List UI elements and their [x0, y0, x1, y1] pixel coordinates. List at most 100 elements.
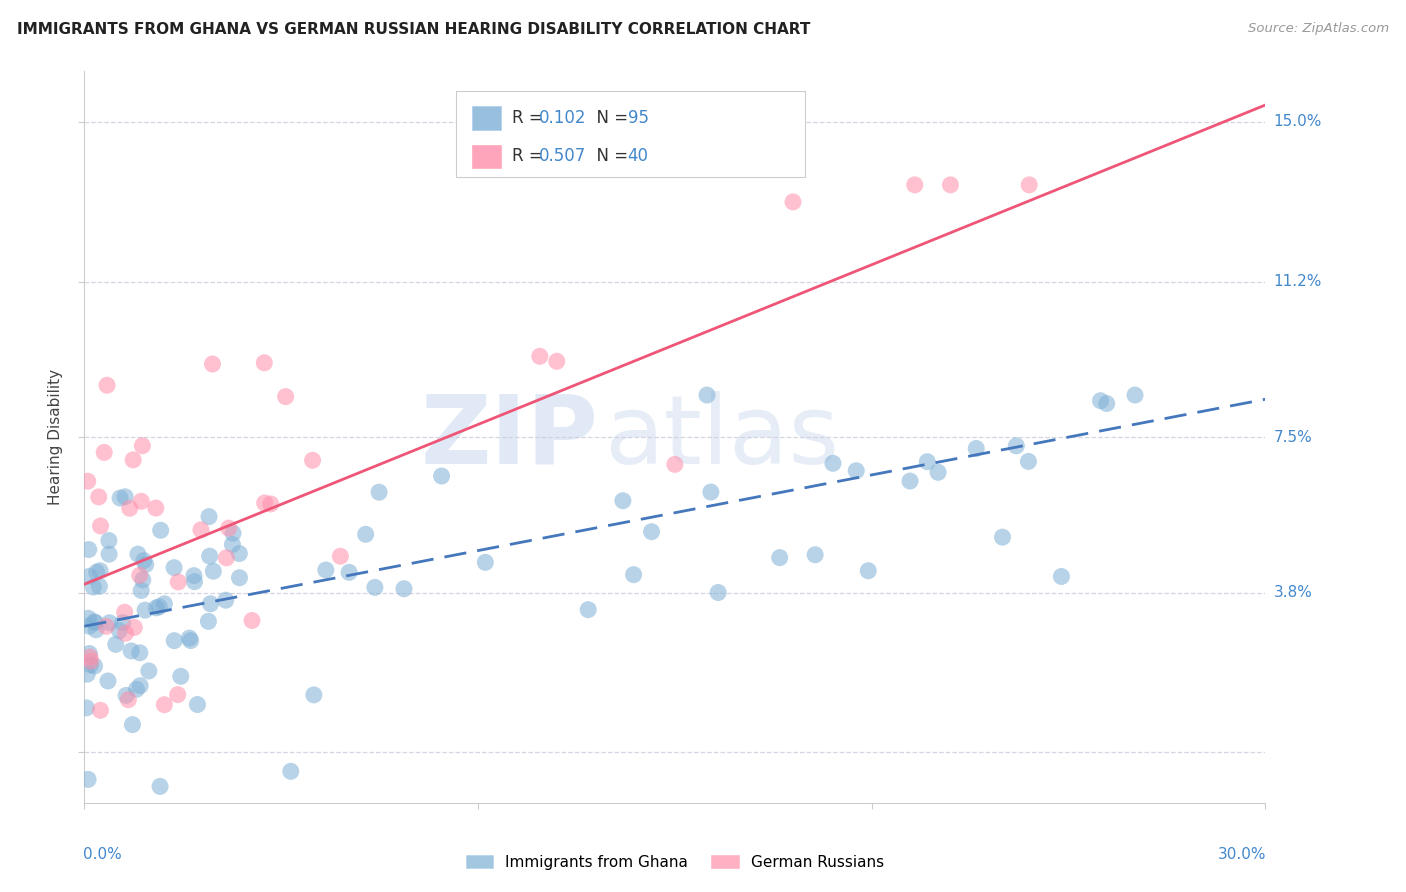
Point	[127, 547, 149, 561]
Point	[148, 599, 170, 614]
Point	[120, 644, 142, 658]
Point	[221, 537, 243, 551]
Point	[132, 573, 155, 587]
Point	[121, 717, 143, 731]
Point	[125, 682, 148, 697]
FancyBboxPatch shape	[457, 91, 804, 178]
Point	[240, 614, 263, 628]
Point	[117, 692, 139, 706]
Point	[77, 611, 100, 625]
Point	[138, 664, 160, 678]
Point	[991, 530, 1014, 544]
Text: 95: 95	[627, 109, 648, 128]
Text: 11.2%: 11.2%	[1274, 274, 1322, 289]
Point	[392, 582, 415, 596]
Point	[89, 564, 111, 578]
Point	[163, 560, 186, 574]
Text: 15.0%: 15.0%	[1274, 114, 1322, 129]
Point	[97, 673, 120, 688]
Point	[128, 568, 150, 582]
Point	[134, 603, 156, 617]
Point	[198, 549, 221, 564]
Text: atlas: atlas	[605, 391, 839, 483]
Point	[111, 615, 134, 630]
Point	[1018, 178, 1040, 192]
Point	[89, 703, 111, 717]
Point	[904, 178, 927, 192]
Point	[84, 623, 107, 637]
Point	[104, 637, 127, 651]
Point	[228, 571, 250, 585]
Point	[76, 667, 98, 681]
Point	[845, 464, 868, 478]
Point	[260, 497, 283, 511]
Point	[474, 555, 496, 569]
Point	[337, 566, 360, 580]
Point	[215, 593, 238, 607]
Point	[280, 764, 302, 779]
Point	[89, 579, 111, 593]
Point	[132, 553, 155, 567]
Point	[93, 445, 115, 459]
Point	[546, 354, 568, 368]
Point	[170, 669, 193, 683]
Point	[82, 580, 104, 594]
Point	[96, 378, 118, 392]
Point	[190, 523, 212, 537]
Text: 3.8%: 3.8%	[1274, 585, 1313, 600]
Point	[77, 619, 100, 633]
Point	[623, 567, 645, 582]
Point	[97, 533, 120, 548]
Point	[149, 780, 172, 794]
Point	[114, 605, 136, 619]
Point	[197, 615, 219, 629]
Point	[87, 490, 110, 504]
Point	[253, 356, 276, 370]
Point	[1005, 439, 1028, 453]
Y-axis label: Hearing Disability: Hearing Disability	[48, 369, 63, 505]
Point	[354, 527, 377, 541]
Point	[576, 602, 599, 616]
Point	[124, 620, 146, 634]
Point	[77, 542, 100, 557]
Point	[696, 388, 718, 402]
Point	[228, 546, 250, 560]
Point	[215, 550, 238, 565]
Point	[86, 565, 108, 579]
Point	[430, 469, 453, 483]
Point	[201, 357, 224, 371]
Text: R =: R =	[512, 109, 548, 128]
Point	[114, 490, 136, 504]
Point	[202, 564, 225, 578]
Point	[301, 453, 323, 467]
Point	[129, 583, 152, 598]
Point	[939, 178, 962, 192]
Point	[79, 569, 101, 583]
Point	[858, 564, 880, 578]
Point	[128, 646, 150, 660]
Point	[1050, 569, 1073, 583]
FancyBboxPatch shape	[472, 145, 502, 168]
Point	[274, 390, 297, 404]
Point	[640, 524, 662, 539]
Point	[122, 453, 145, 467]
Point	[80, 654, 103, 668]
Text: R =: R =	[512, 147, 548, 165]
Text: ZIP: ZIP	[420, 391, 598, 483]
Point	[149, 523, 172, 537]
Point	[108, 624, 131, 638]
Point	[84, 615, 107, 630]
Point	[98, 547, 121, 561]
Point	[83, 659, 105, 673]
Point	[129, 679, 152, 693]
Point	[180, 633, 202, 648]
Point	[664, 458, 686, 472]
Point	[118, 501, 141, 516]
Point	[700, 485, 723, 500]
Text: 0.0%: 0.0%	[83, 847, 122, 862]
Point	[186, 698, 208, 712]
Text: N =: N =	[586, 147, 634, 165]
Legend: Immigrants from Ghana, German Russians: Immigrants from Ghana, German Russians	[460, 848, 890, 876]
Text: Source: ZipAtlas.com: Source: ZipAtlas.com	[1249, 22, 1389, 36]
Point	[782, 194, 804, 209]
